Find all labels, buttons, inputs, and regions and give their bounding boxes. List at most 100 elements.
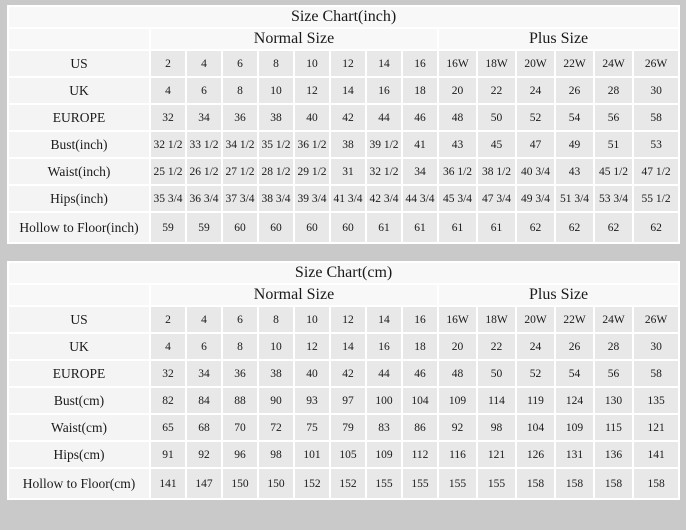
size-cell: 56 [593, 359, 634, 388]
size-cell: 24W [593, 49, 634, 78]
size-cell: 24 [515, 332, 556, 361]
normal-size-header: Normal Size [149, 283, 439, 307]
size-cell: 60 [329, 211, 367, 244]
size-cell: 47 1/2 [631, 157, 681, 186]
size-cell: 96 [221, 440, 259, 469]
row-label-uk: UK [7, 332, 151, 361]
size-cell: 30 [631, 76, 681, 105]
size-cell: 60 [221, 211, 259, 244]
table-row: UK 4 6 8 10 12 14 16 18 20 22 24 26 28 30 [7, 76, 681, 105]
size-cell: 8 [257, 49, 295, 78]
row-label-hips-cm: Hips(cm) [7, 440, 151, 469]
size-cell: 158 [593, 467, 634, 500]
size-cell: 36 [221, 103, 259, 132]
size-cell: 16 [401, 49, 439, 78]
size-cell: 158 [515, 467, 556, 500]
size-cell: 35 1/2 [257, 130, 295, 159]
size-charts: Size Chart(inch) Normal Size Plus Size US 2 4… [6, 5, 686, 500]
size-cell: 6 [185, 76, 223, 105]
size-cell: 34 [185, 103, 223, 132]
size-cell: 55 1/2 [631, 184, 681, 213]
size-cell: 14 [365, 305, 403, 334]
size-cell: 10 [257, 332, 295, 361]
size-cell: 92 [437, 413, 478, 442]
row-label-hips-inch: Hips(inch) [7, 184, 151, 213]
size-cell: 98 [257, 440, 295, 469]
table-row: US 2 4 6 8 10 12 14 16 16W 18W 20W 22W 24W 26W [7, 305, 681, 334]
size-cell: 35 3/4 [149, 184, 187, 213]
size-cell: 10 [257, 76, 295, 105]
size-cell: 31 [329, 157, 367, 186]
size-cell: 101 [293, 440, 331, 469]
size-cell: 14 [329, 76, 367, 105]
row-label-bust-inch: Bust(inch) [7, 130, 151, 159]
size-cell: 62 [593, 211, 634, 244]
size-cell: 40 [293, 103, 331, 132]
size-cell: 47 [515, 130, 556, 159]
size-cell: 61 [401, 211, 439, 244]
size-cell: 131 [554, 440, 595, 469]
size-cell: 45 3/4 [437, 184, 478, 213]
size-cell: 38 [257, 103, 295, 132]
size-cell: 20W [515, 49, 556, 78]
size-cell: 46 [401, 359, 439, 388]
size-cell: 4 [185, 305, 223, 334]
size-cell: 130 [593, 386, 634, 415]
size-cell: 43 [437, 130, 478, 159]
table-row: Bust(inch) 32 1/2 33 1/2 34 1/2 35 1/2 36 1/2… [7, 130, 681, 159]
size-cell: 38 [329, 130, 367, 159]
size-cell: 16W [437, 305, 478, 334]
size-cell: 26 [554, 76, 595, 105]
size-cell: 16W [437, 49, 478, 78]
size-cell: 6 [221, 305, 259, 334]
size-cell: 41 [401, 130, 439, 159]
size-cell: 62 [631, 211, 681, 244]
size-chart-table-cm: Size Chart(cm) Normal Size Plus Size US 2 4 6 8… [6, 261, 681, 500]
size-cell: 16 [365, 76, 403, 105]
size-cell: 24 [515, 76, 556, 105]
size-cell: 147 [185, 467, 223, 500]
size-cell: 141 [631, 440, 681, 469]
size-cell: 2 [149, 49, 187, 78]
size-cell: 40 3/4 [515, 157, 556, 186]
size-cell: 155 [365, 467, 403, 500]
table-row: Waist(cm) 65 68 70 72 75 79 83 86 92 98 104 109 115 12… [7, 413, 681, 442]
size-cell: 22W [554, 305, 595, 334]
size-cell: 68 [185, 413, 223, 442]
size-cell: 18 [401, 76, 439, 105]
size-cell: 20 [437, 76, 478, 105]
size-cell: 26W [631, 49, 681, 78]
size-cell: 119 [515, 386, 556, 415]
size-cell: 109 [437, 386, 478, 415]
size-cell: 88 [221, 386, 259, 415]
size-cell: 41 3/4 [329, 184, 367, 213]
size-cell: 4 [185, 49, 223, 78]
size-cell: 33 1/2 [185, 130, 223, 159]
table-row: Hips(inch) 35 3/4 36 3/4 37 3/4 38 3/4 39 3/4… [7, 184, 681, 213]
size-cell: 105 [329, 440, 367, 469]
table-row: Hollow to Floor(cm) 141 147 150 150 152 152 155… [7, 467, 681, 500]
size-cell: 52 [515, 359, 556, 388]
size-cell: 155 [401, 467, 439, 500]
plus-size-header: Plus Size [436, 27, 681, 51]
row-label-waist-cm: Waist(cm) [7, 413, 151, 442]
size-cell: 36 1/2 [437, 157, 478, 186]
size-cell: 6 [221, 49, 259, 78]
size-cell: 12 [329, 305, 367, 334]
size-cell: 28 1/2 [257, 157, 295, 186]
size-cell: 62 [554, 211, 595, 244]
size-cell: 43 [554, 157, 595, 186]
size-cell: 12 [293, 76, 331, 105]
size-cell: 104 [401, 386, 439, 415]
size-cell: 45 1/2 [593, 157, 634, 186]
table-row: US 2 4 6 8 10 12 14 16 16W 18W 20W 22W 24W 26W [7, 49, 681, 78]
size-cell: 18 [401, 332, 439, 361]
size-cell: 32 [149, 359, 187, 388]
size-cell: 22 [476, 76, 517, 105]
size-cell: 121 [631, 413, 681, 442]
size-cell: 60 [257, 211, 295, 244]
size-cell: 50 [476, 359, 517, 388]
table-row: EUROPE 32 34 36 38 40 42 44 46 48 50 52 54 56 58 [7, 103, 681, 132]
size-cell: 114 [476, 386, 517, 415]
table-row: Hips(cm) 91 92 96 98 101 105 109 112 116 121 126 131… [7, 440, 681, 469]
